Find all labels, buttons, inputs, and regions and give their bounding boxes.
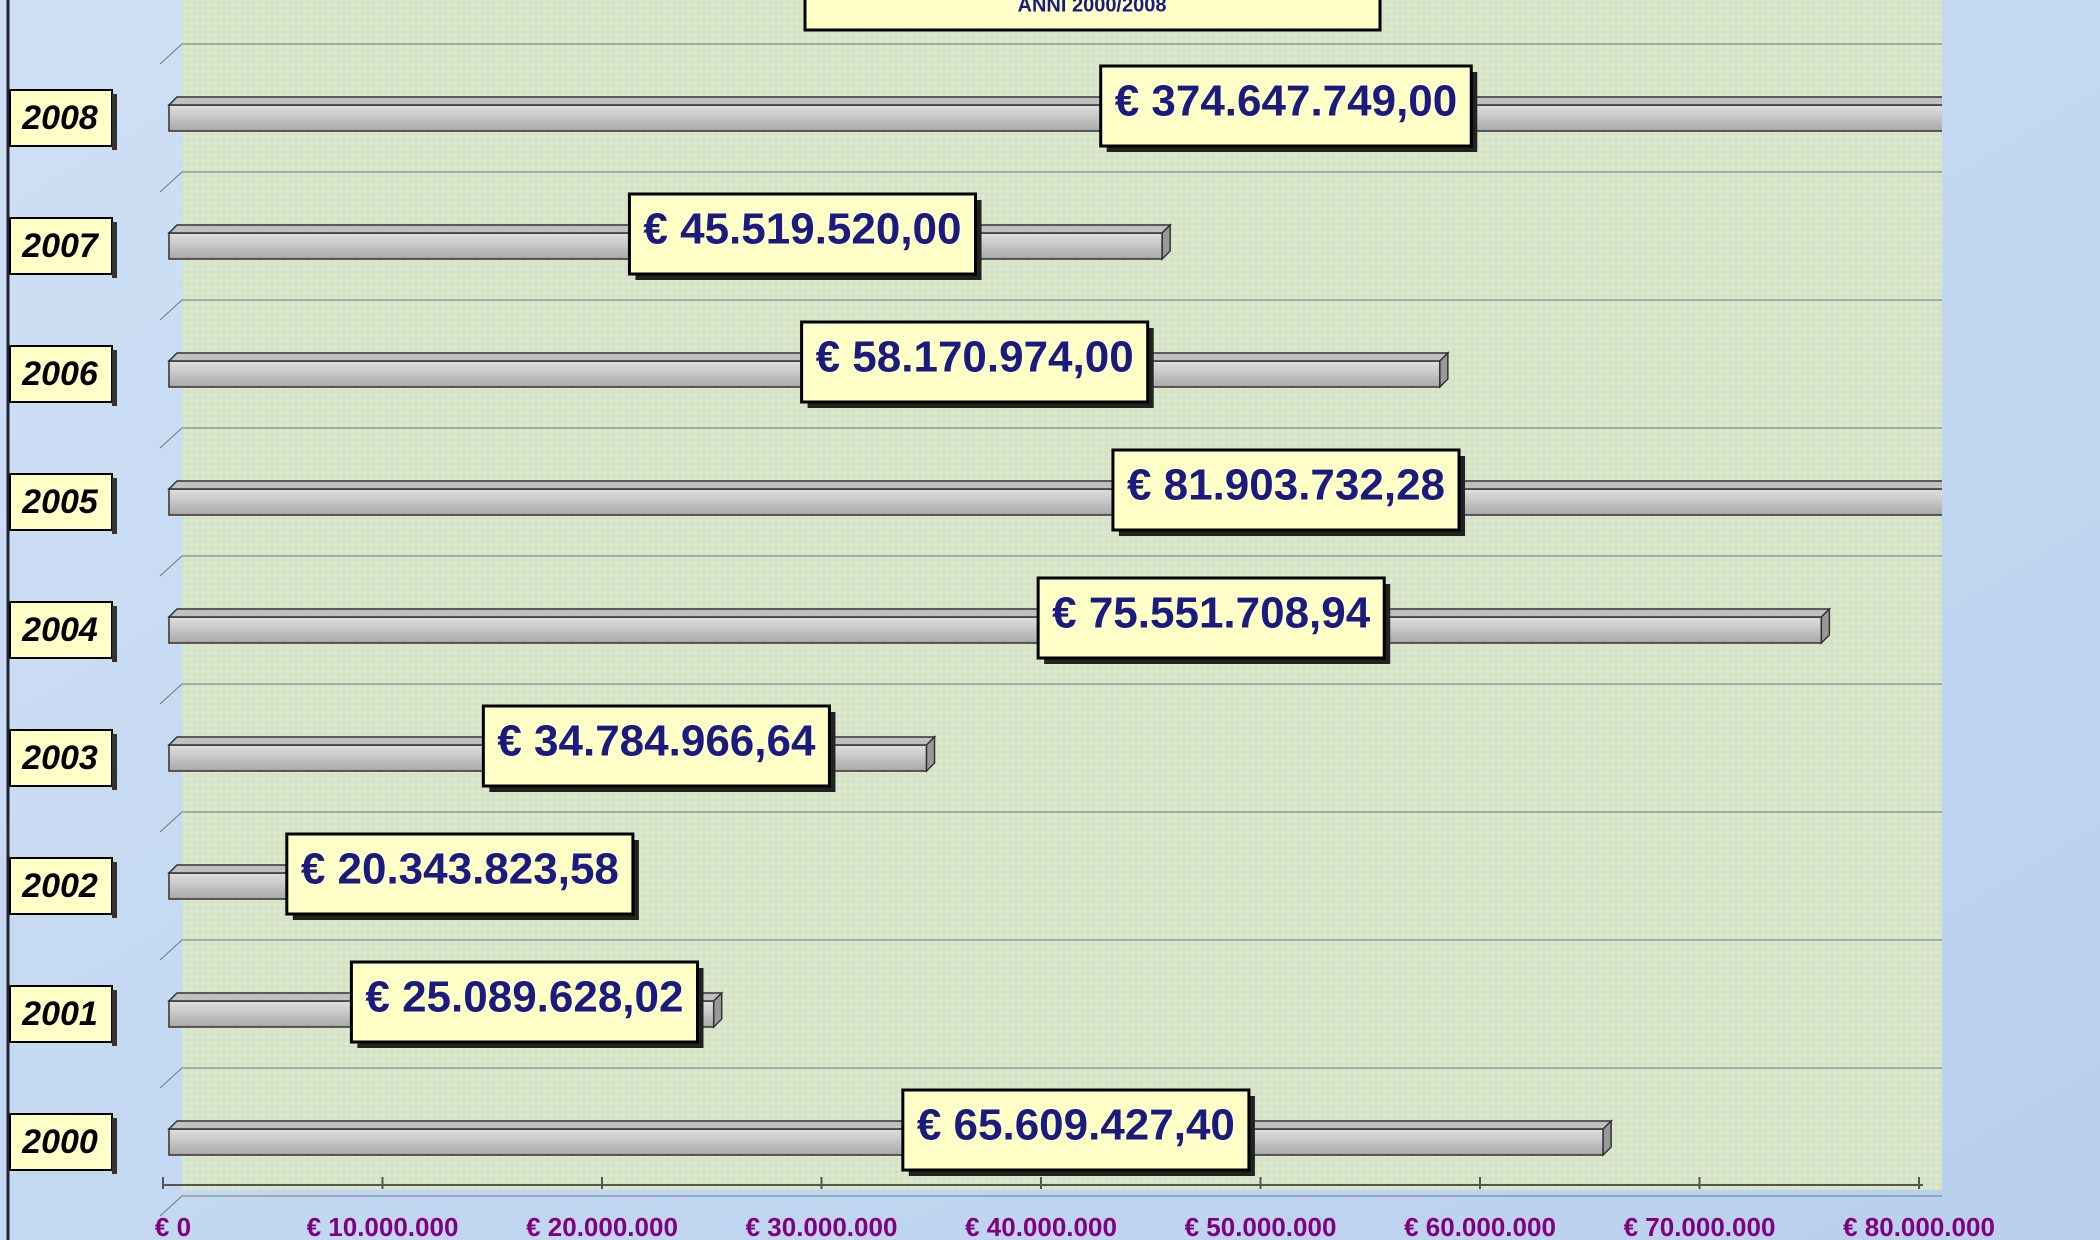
category-shadow (112, 862, 117, 918)
bar-top (167, 480, 1942, 490)
bar-top (167, 96, 1942, 106)
y-tick-label: 2005 (21, 483, 99, 521)
category-box (9, 89, 113, 147)
value-label-box (901, 1088, 1251, 1172)
bar-end (1161, 223, 1171, 261)
x-tick-label: € 20.000.000 (526, 1212, 678, 1240)
bar-end (1439, 351, 1449, 389)
bar (168, 1128, 1604, 1156)
row-separator-edge (159, 43, 183, 65)
value-label: € 58.170.974,00 (816, 333, 1134, 382)
value-label-box (1099, 64, 1473, 148)
value-label: € 65.609.427,40 (917, 1101, 1235, 1150)
bar (168, 488, 1942, 516)
value-label-box (800, 320, 1150, 404)
value-label: € 374.647.749,00 (1115, 77, 1458, 126)
bar-end (1820, 607, 1831, 645)
row-separator-edge (159, 1195, 183, 1217)
x-tick-label: € 10.000.000 (307, 1212, 459, 1240)
bar-end (712, 991, 723, 1029)
x-tick-label: € 50.000.000 (1185, 1212, 1337, 1240)
bar (168, 104, 1942, 132)
value-label-box (349, 960, 699, 1044)
y-tick-label: 2000 (21, 1123, 98, 1161)
row-separator-edge (159, 427, 183, 449)
y-tick-label: 2002 (21, 867, 98, 905)
x-tick-label: € 80.000.000 (1843, 1212, 1995, 1240)
row-separator-edge (159, 811, 183, 833)
row-separator-edge (159, 555, 183, 577)
y-tick-label: 2004 (21, 611, 98, 649)
value-label: € 20.343.823,58 (301, 845, 619, 894)
value-label: € 81.903.732,28 (1127, 461, 1445, 510)
value-label-box (627, 192, 978, 276)
chart-title: ANNI 2000/2008 (1018, 0, 1167, 16)
bar-end (925, 735, 936, 773)
row-separator-edge (159, 683, 183, 705)
category-box (9, 345, 113, 403)
category-shadow (112, 606, 117, 662)
category-box (9, 857, 113, 915)
bar-top (167, 1120, 1613, 1130)
value-label: € 75.551.708,94 (1052, 589, 1371, 638)
y-tick-label: 2006 (21, 355, 99, 393)
value-label: € 25.089.628,02 (365, 973, 683, 1022)
bar-end (1602, 1119, 1612, 1157)
y-tick-label: 2003 (21, 739, 98, 777)
bar (168, 616, 1823, 644)
category-shadow (112, 94, 117, 150)
category-shadow (112, 350, 117, 406)
x-tick-label: € 0 (155, 1212, 191, 1240)
x-tick-label: € 30.000.000 (746, 1212, 898, 1240)
value-label-box (481, 704, 831, 788)
row-separator-edge (159, 299, 183, 321)
category-shadow (112, 1118, 117, 1174)
value-label-box (285, 832, 635, 916)
value-label-box (1036, 576, 1386, 660)
value-label: € 34.784.966,64 (497, 717, 816, 766)
category-shadow (112, 478, 117, 534)
category-shadow (112, 222, 117, 278)
row-separator-edge (159, 939, 183, 961)
y-tick-label: 2007 (21, 227, 100, 265)
category-box (9, 473, 113, 531)
value-label-box (1111, 448, 1461, 532)
category-shadow (112, 734, 117, 790)
title-box (803, 0, 1382, 32)
bar-top (167, 608, 1832, 618)
category-box (9, 985, 113, 1043)
category-box (9, 601, 113, 659)
x-tick-label: € 60.000.000 (1404, 1212, 1556, 1240)
x-tick-label: € 40.000.000 (965, 1212, 1117, 1240)
row-separator-edge (159, 1067, 183, 1089)
y-tick-label: 2008 (21, 99, 98, 137)
row-separator-edge (159, 171, 183, 193)
y-tick-label: 2001 (21, 995, 98, 1033)
x-tick-label: € 70.000.000 (1624, 1212, 1776, 1240)
category-shadow (112, 990, 117, 1046)
value-label: € 45.519.520,00 (643, 205, 961, 254)
